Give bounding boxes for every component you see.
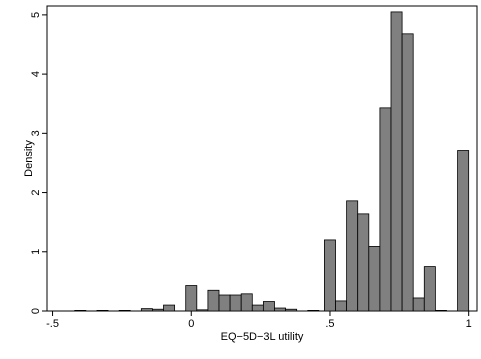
histogram-bar	[368, 246, 381, 312]
histogram-bar	[335, 300, 348, 312]
histogram-bar	[185, 285, 198, 312]
histogram-bar	[218, 294, 231, 312]
y-tick-label: 2	[30, 189, 42, 195]
histogram-bar	[423, 266, 436, 312]
histogram-bar	[307, 310, 320, 312]
histogram-bar	[196, 309, 209, 312]
y-tick-label: 5	[30, 12, 42, 18]
y-tick-label: 3	[30, 130, 42, 136]
histogram-bar	[357, 213, 370, 312]
histogram-bar	[401, 33, 414, 312]
histogram-bar	[390, 11, 403, 312]
x-axis-label: EQ−5D−3L utility	[221, 331, 304, 343]
x-axis: -.5 0 .5 1	[46, 311, 472, 330]
histogram-bar	[324, 239, 336, 312]
histogram-bar	[163, 304, 176, 312]
y-axis: 0 1 2 3 4 5	[30, 12, 47, 314]
histogram-bar	[346, 200, 359, 312]
x-tick-label: 0	[188, 318, 194, 330]
histogram-bar	[262, 301, 275, 312]
histogram-bar	[251, 304, 264, 312]
histogram-bar	[274, 307, 286, 312]
histogram-bar	[140, 308, 153, 312]
histogram-bar	[96, 310, 109, 312]
x-tick-label: -.5	[46, 318, 59, 330]
y-tick-label: 4	[30, 71, 42, 77]
y-tick-label: 0	[30, 308, 42, 314]
y-tick-label: 1	[30, 249, 42, 255]
histogram-bar	[74, 310, 87, 312]
histogram-bar	[285, 308, 298, 312]
x-tick-label: 1	[466, 318, 472, 330]
histogram-bar	[379, 107, 392, 312]
histogram-bar	[229, 294, 242, 312]
x-tick-label: .5	[325, 318, 334, 330]
histogram-bar	[152, 308, 164, 312]
histogram-bar	[412, 297, 425, 312]
histogram-bar	[240, 293, 253, 312]
y-axis-label: Density	[23, 140, 35, 177]
histogram-bar	[457, 150, 470, 312]
histogram-bar	[434, 310, 447, 312]
bars-group	[74, 11, 470, 312]
histogram-bar	[118, 310, 131, 312]
histogram-bar	[207, 289, 220, 312]
